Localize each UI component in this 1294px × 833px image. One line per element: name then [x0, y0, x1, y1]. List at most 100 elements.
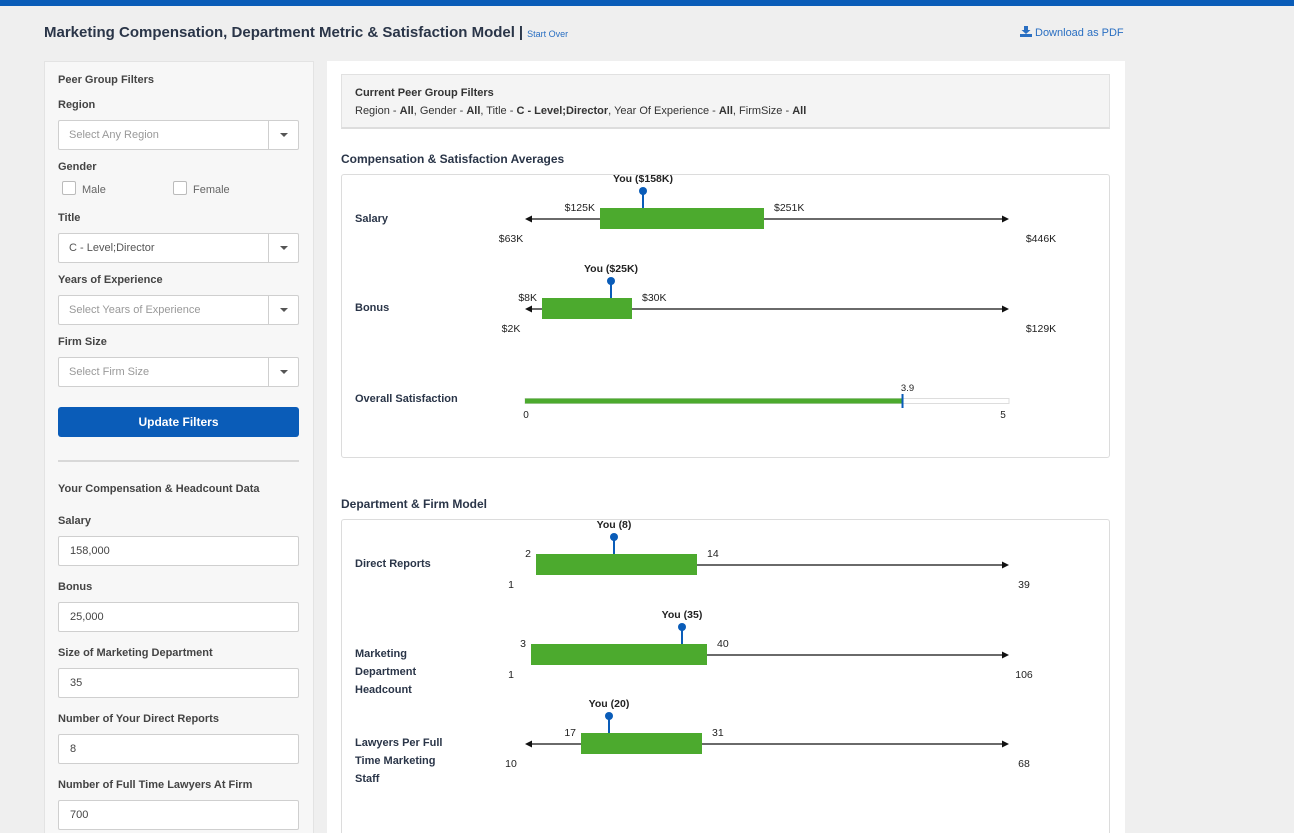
chevron-down-icon: [280, 246, 288, 250]
headcount-you-label: You (35): [662, 609, 703, 621]
dept-size-input-value: 35: [70, 677, 83, 689]
headcount-p25-label: 3: [520, 638, 526, 650]
lawyers-p75-label: 31: [712, 727, 724, 739]
gender-label: Gender: [58, 161, 97, 173]
direct_reports-you-pin: [610, 533, 618, 541]
lawyers-iqr-bar: [581, 733, 702, 754]
salary-min-label: $63K: [499, 233, 524, 245]
firm-size-dropdown-toggle[interactable]: [268, 358, 298, 386]
top-accent-bar: [0, 0, 1294, 6]
title-label: Title: [58, 212, 81, 224]
bonus-row-label: Bonus: [355, 302, 390, 314]
direct-reports-input[interactable]: 8: [58, 734, 299, 764]
dept-size-input[interactable]: 35: [58, 668, 299, 698]
salary-input-value: 158,000: [70, 545, 110, 557]
bonus-iqr-bar: [542, 298, 632, 319]
current-filters-box: Current Peer Group Filters Region - All,…: [341, 74, 1110, 129]
sidebar-divider: [58, 460, 299, 462]
dept-chart-box: Direct Reports Marketing Department Head…: [341, 519, 1110, 833]
lawyers-you-label: You (20): [589, 698, 630, 710]
direct-reports-input-value: 8: [70, 743, 77, 755]
start-over-link[interactable]: Start Over: [527, 29, 569, 39]
male-checkbox[interactable]: [62, 181, 76, 195]
comp-section-title: Compensation & Satisfaction Averages: [341, 152, 565, 166]
current-filters-title: Current Peer Group Filters: [355, 87, 494, 99]
headcount-row-label: Marketing Department Headcount: [355, 648, 417, 696]
filter-firmsize-value: All: [792, 105, 807, 117]
direct_reports-min-label: 1: [508, 579, 514, 591]
title-dropdown-toggle[interactable]: [268, 234, 298, 262]
direct_reports-you-label: You (8): [597, 520, 632, 531]
main-panel: Current Peer Group Filters Region - All,…: [327, 61, 1125, 833]
female-label: Female: [193, 184, 230, 196]
bonus-min-label: $2K: [502, 323, 521, 335]
lawyers-input[interactable]: 700: [58, 800, 299, 830]
download-pdf-link[interactable]: Download as PDF: [1020, 26, 1124, 39]
satisfaction-max-label: 5: [1000, 410, 1006, 421]
headcount-you-pin: [678, 623, 686, 631]
lawyers-field-label: Number of Full Time Lawyers At Firm: [58, 779, 253, 791]
filter-title-value: C - Level;Director: [516, 105, 609, 117]
filter-region-name: Region: [355, 105, 390, 117]
title-separator: |: [518, 24, 524, 41]
direct_reports-arrow-right: [1002, 561, 1009, 569]
salary-max-label: $446K: [1026, 233, 1056, 245]
lawyers-you-pin: [605, 712, 613, 720]
bonus-p75-label: $30K: [642, 292, 667, 304]
update-filters-button[interactable]: Update Filters: [58, 407, 299, 437]
salary-you-pin: [639, 187, 647, 195]
region-label: Region: [58, 99, 96, 111]
headcount-iqr-bar: [531, 644, 707, 665]
lawyers-arrow-right: [1002, 740, 1009, 748]
title-value: C - Level;Director: [69, 242, 155, 254]
lawyers-row-label: Lawyers Per Full Time Marketing Staff: [355, 737, 443, 785]
experience-dropdown-toggle[interactable]: [268, 296, 298, 324]
peer-group-filters-heading: Peer Group Filters: [58, 74, 154, 86]
filter-experience-name: Year Of Experience: [614, 105, 710, 117]
download-icon: [1020, 26, 1032, 37]
direct-reports-field-label: Number of Your Direct Reports: [58, 713, 219, 725]
salary-arrow-left: [525, 215, 532, 223]
comp-chart-box: Salary Bonus Overall Satisfaction $125K $…: [341, 174, 1110, 458]
experience-label: Years of Experience: [58, 274, 163, 286]
region-dropdown-toggle[interactable]: [268, 121, 298, 149]
firm-size-label: Firm Size: [58, 336, 107, 348]
bonus-input[interactable]: 25,000: [58, 602, 299, 632]
headcount-arrow-right: [1002, 651, 1009, 659]
firm-size-select[interactable]: Select Firm Size: [58, 357, 299, 387]
lawyers-arrow-left: [525, 740, 532, 748]
salary-input[interactable]: 158,000: [58, 536, 299, 566]
bonus-input-value: 25,000: [70, 611, 104, 623]
title-select[interactable]: C - Level;Director: [58, 233, 299, 263]
region-placeholder: Select Any Region: [69, 129, 159, 141]
headcount-p75-label: 40: [717, 638, 729, 650]
experience-select[interactable]: Select Years of Experience: [58, 295, 299, 325]
dept-size-field-label: Size of Marketing Department: [58, 647, 213, 659]
direct-reports-row-label: Direct Reports: [355, 558, 431, 570]
salary-you-label: You ($158K): [613, 175, 673, 185]
lawyers-p25-label: 17: [564, 727, 576, 739]
salary-iqr-bar: [600, 208, 764, 229]
filter-region-value: All: [399, 105, 414, 117]
bonus-you-label: You ($25K): [584, 263, 638, 275]
salary-field-label: Salary: [58, 515, 92, 527]
bonus-arrow-left: [525, 305, 532, 313]
chevron-down-icon: [280, 308, 288, 312]
satisfaction-min-label: 0: [523, 410, 529, 421]
headcount-max-label: 106: [1015, 669, 1033, 681]
comp-chart-svg: $125K $251K $63K $446K You ($158K) $8K $30K $2K…: [499, 175, 1056, 421]
chevron-down-icon: [280, 133, 288, 137]
bonus-max-label: $129K: [1026, 323, 1056, 335]
region-select[interactable]: Select Any Region: [58, 120, 299, 150]
filter-title-name: Title: [486, 105, 507, 117]
filter-experience-value: All: [718, 105, 733, 117]
filter-gender-value: All: [466, 105, 481, 117]
filter-firmsize-name: FirmSize: [739, 105, 783, 117]
bonus-arrow-right: [1002, 305, 1009, 313]
headcount-min-label: 1: [508, 669, 514, 681]
firm-size-placeholder: Select Firm Size: [69, 366, 150, 378]
bonus-field-label: Bonus: [58, 581, 93, 593]
female-checkbox[interactable]: [173, 181, 187, 195]
dept-section-title: Department & Firm Model: [341, 497, 488, 511]
satisfaction-row-label: Overall Satisfaction: [355, 393, 458, 405]
